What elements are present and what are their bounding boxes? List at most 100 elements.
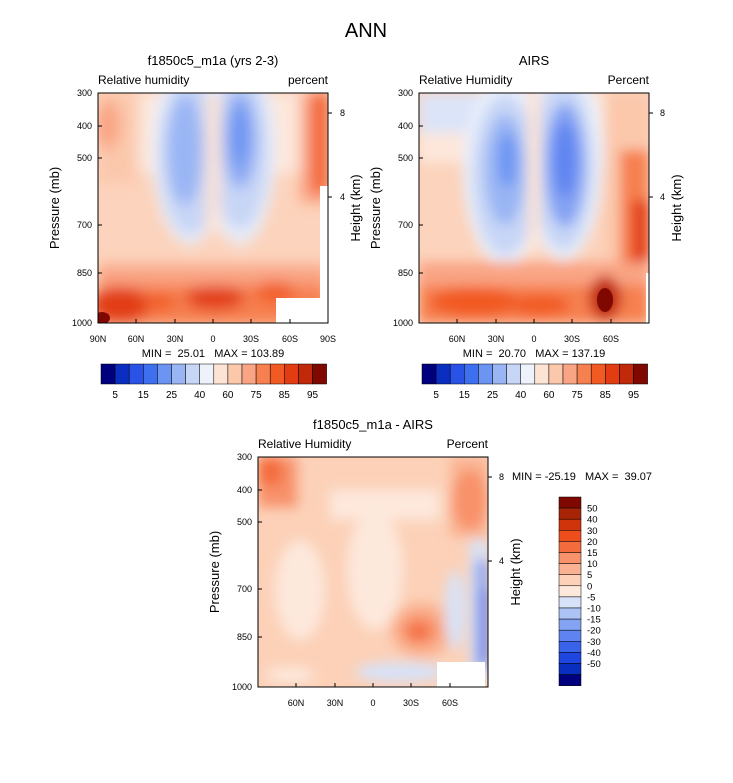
panel3-colorbar-label: -20 [587,626,601,637]
panel2-ytick: 700 [398,220,413,230]
panel3-ytick: 300 [237,452,252,462]
panel3-colorbar-label: -5 [587,592,595,603]
panel3-right-label: Percent [447,437,489,451]
panel3-colorbar-label: -50 [587,659,601,670]
panel3-colorbar-swatch [558,552,582,564]
panel1-colorbar-swatch [312,363,327,385]
panel1-colorbar-swatch [171,363,186,385]
panel3-ytick: 700 [237,584,252,594]
panel2-colorbar-swatch [520,363,536,385]
panel2-colorbar-label: 60 [543,390,555,401]
panel3-colorbar-swatch [558,596,582,609]
panel3-colorbar-label: -10 [587,604,601,615]
panel2-xtick: 0 [531,334,536,344]
panel3-colorbar-swatch [558,507,582,520]
panel2-ylabel: Pressure (mb) [368,167,383,249]
panel3-colorbar-swatch [558,607,582,620]
panel3-colorbar-label: 5 [587,570,592,581]
panel1-colorbar-swatch [157,363,172,385]
panel3-colorbar-swatch [558,629,582,642]
panel1-colorbar-swatch [199,363,215,385]
panel1-right-label: percent [288,73,329,87]
panel1-ytick: 400 [77,121,92,131]
panel1-colorbar-swatch [143,363,158,385]
panel2-colorbar-swatch [562,363,578,385]
panel2-xtick: 60N [449,334,466,344]
panel3-left-label: Relative Humidity [258,437,351,451]
panel2-colorbar-swatch [548,363,564,385]
panel2-colorbar-swatch [421,363,437,385]
panel1-colorbar-label: 5 [112,390,118,401]
panel2-ytick: 400 [398,121,413,131]
panel3-htick: 4 [499,556,504,566]
panel2-colorbar-swatch [478,363,493,385]
panel1-xtick: 0 [210,334,215,344]
panel3-xtick: 0 [370,698,375,708]
panel3-colorbar-swatch [558,652,582,664]
panel1-colorbar-label: 40 [194,390,206,401]
panel3-colorbar-swatch [558,618,582,631]
panel1-xtick: 30N [167,334,184,344]
panel1-field [98,93,328,323]
panel1-y-ticks: 300 400 500 700 850 1000 [72,88,102,328]
panel1-colorbar-swatch [185,363,200,385]
panel2-htick: 8 [660,108,665,118]
panel2-xtick: 30N [488,334,505,344]
panel3-colorbar-label: 50 [587,504,598,515]
panel1-colorbar-label: 15 [138,390,150,401]
panel3-colorbar-swatch [558,518,582,531]
panel1-colorbar-swatch [100,363,116,385]
panel3-colorbar-swatch [558,563,582,575]
panel1-ylabel: Pressure (mb) [47,167,62,249]
panel2-colorbar-label: 75 [572,390,584,401]
panel2-right-axis-label: Height (km) [669,174,684,241]
panel3-colorbar-swatch [558,585,582,598]
panel2-colorbar-swatch [534,363,550,385]
panel2-colorbar-swatch [435,363,451,385]
panel3-ytick: 400 [237,485,252,495]
panel3-colorbar-swatch [558,530,582,542]
panel-difference: f1850c5_m1a - AIRS Relative Humidity Per… [207,417,652,708]
panel1-right-axis-label: Height (km) [348,174,363,241]
panel1-htick: 8 [340,108,345,118]
panel2-colorbar-swatch [449,363,465,385]
panel-airs: AIRS Relative Humidity Percent [368,53,684,360]
panel3-colorbar-label: 15 [587,548,598,559]
panel3-colorbar-swatch [558,663,582,675]
panel3-colorbar-swatch [558,641,582,653]
panel1-ytick: 700 [77,220,92,230]
panel2-colorbar-swatch [605,363,620,385]
panel1-ytick: 1000 [72,318,92,328]
panel2-colorbar-swatch [506,363,521,385]
panel1-colorbar-swatch [255,363,271,385]
panel1-colorbar-swatch [241,363,257,385]
panel3-xtick: 60N [288,698,305,708]
panel2-colorbar-label: 15 [459,390,471,401]
panel1-x-ticks: 90N 60N 30N 0 30S 60S 90S [90,319,336,344]
panel2-colorbar-label: 40 [515,390,527,401]
panel1-ytick: 300 [77,88,92,98]
panel2-colorbar-label: 5 [433,390,439,401]
panel1-title: f1850c5_m1a (yrs 2-3) [148,53,279,68]
panel3-colorbar-label: 30 [587,526,598,537]
panel2-colorbar-swatch [464,363,479,385]
panel3-xtick: 30N [327,698,344,708]
panel3-colorbar-label: 0 [587,581,592,592]
panel3-title: f1850c5_m1a - AIRS [313,417,433,432]
panel2-x-ticks: 60N 30N 0 30S 60S [449,319,619,344]
panel3-stats: MIN = -25.19 MAX = 39.07 [512,471,652,483]
panel2-xtick: 30S [564,334,580,344]
panel2-colorbar-swatch [633,363,648,385]
panel2-colorbar-swatch [576,363,592,385]
panel2-colorbar-label: 85 [600,390,612,401]
panel3-height-axis: 8 4 [488,472,504,566]
panel3-colorbar-label: -30 [587,637,601,648]
panel2-colorbar-swatch [619,363,634,385]
panel1-colorbar-swatch [213,363,229,385]
panel2-left-label: Relative Humidity [419,73,512,87]
panel1-ytick: 850 [77,268,92,278]
panel1-colorbar-label: 60 [222,390,234,401]
panel2-ytick: 500 [398,153,413,163]
